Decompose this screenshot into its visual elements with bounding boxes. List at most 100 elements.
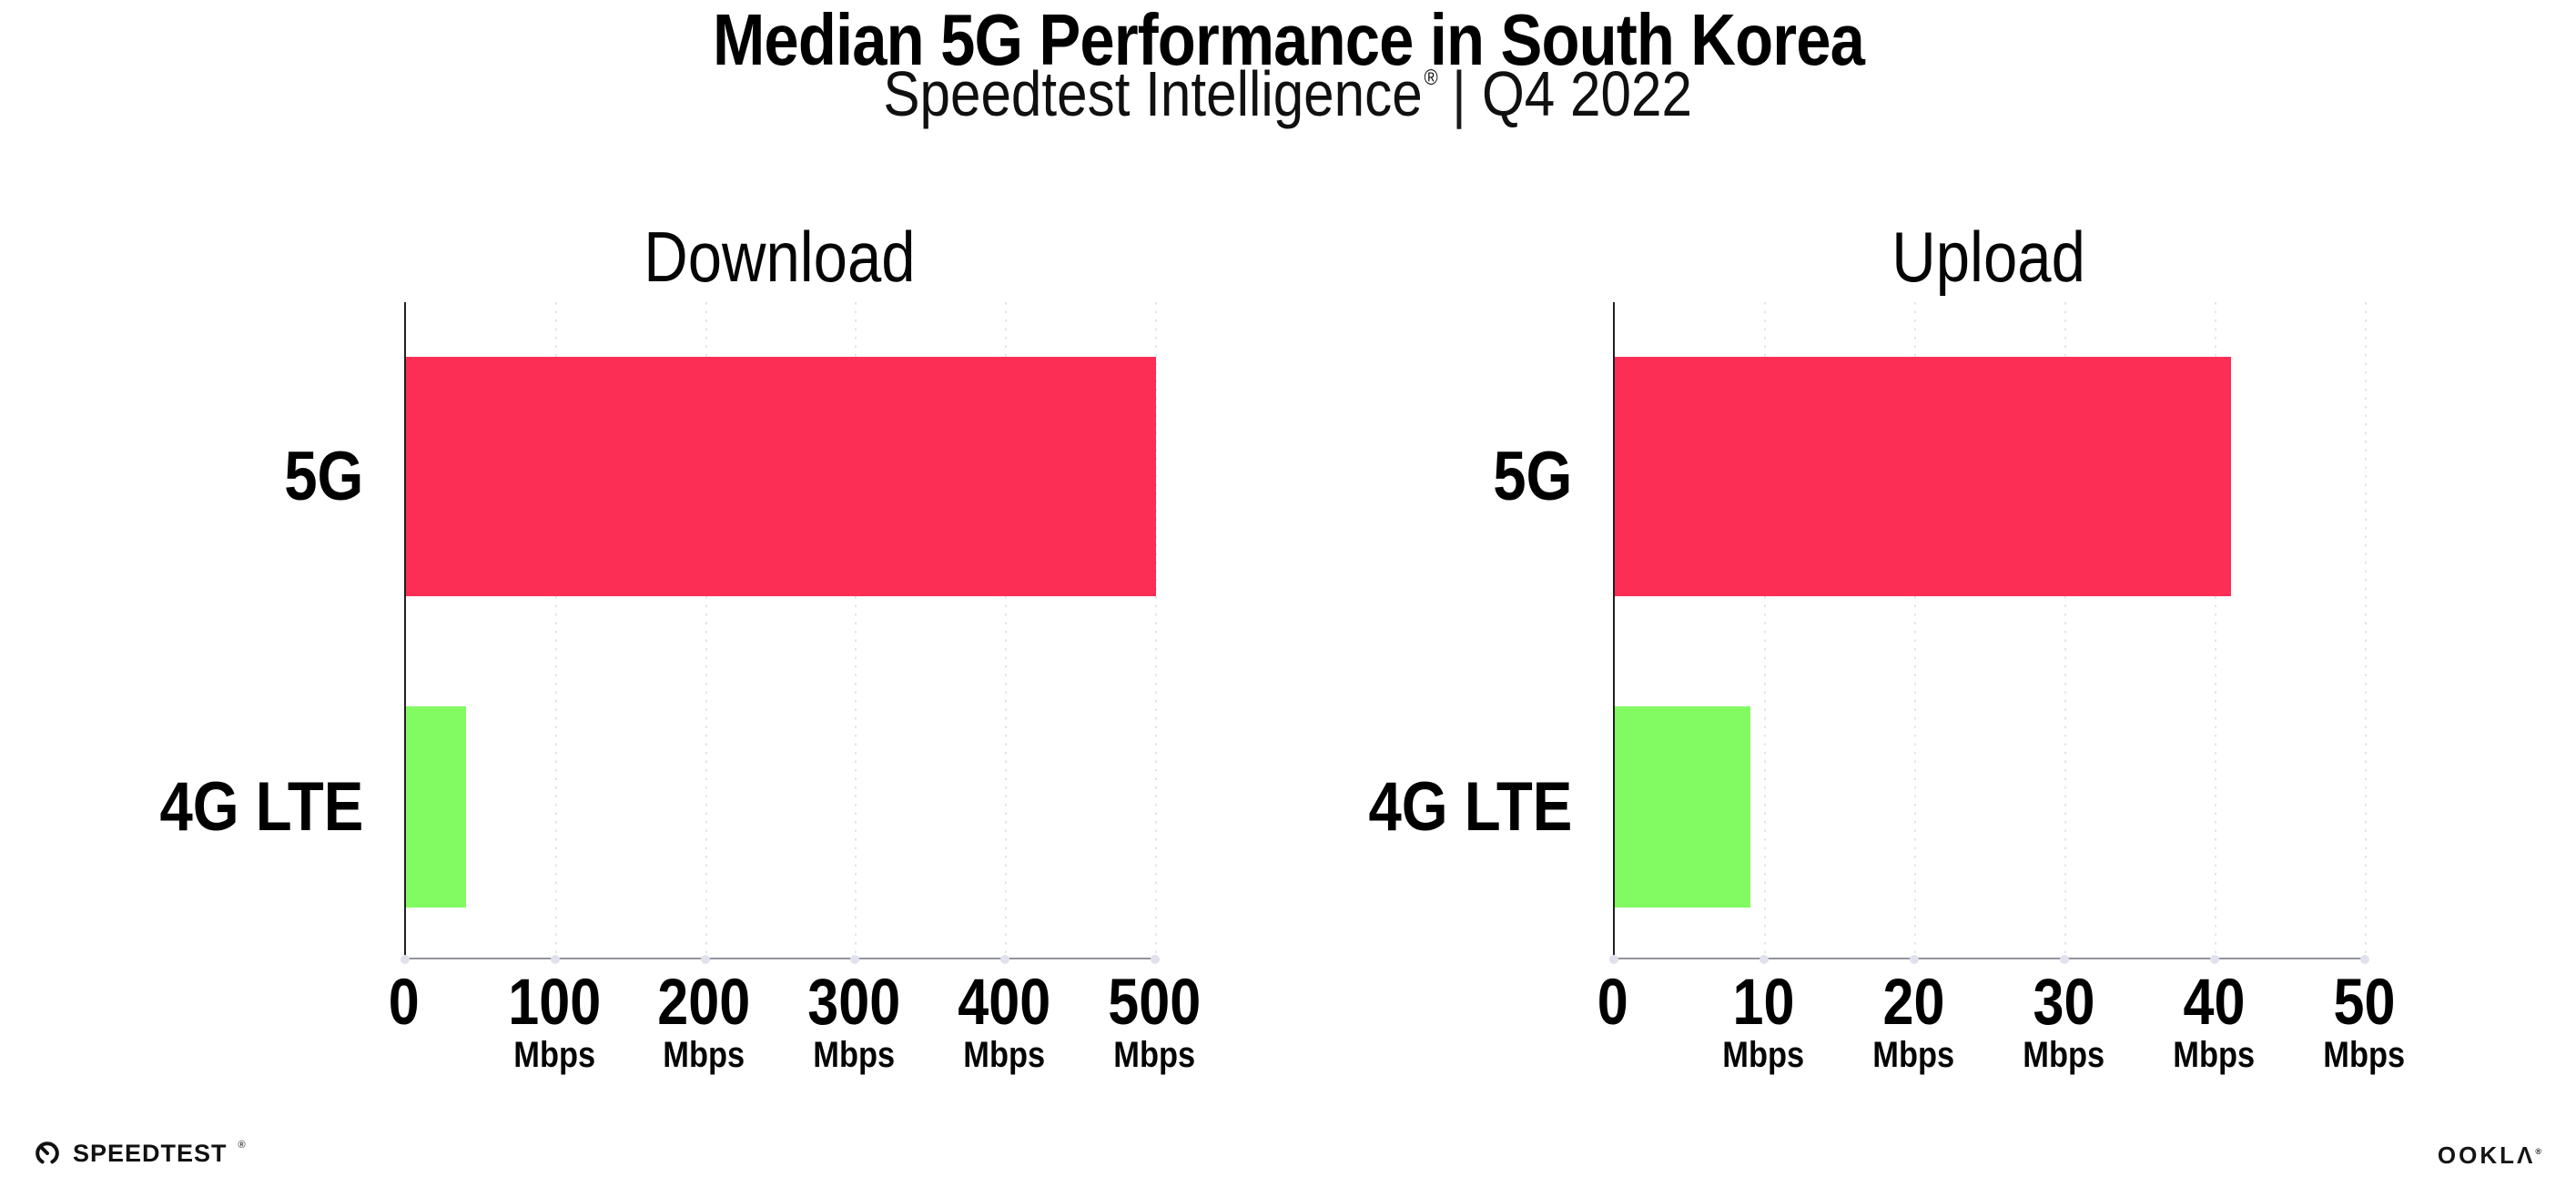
- speedometer-gauge-icon: [35, 1141, 59, 1164]
- x-tick-label-30: 30: [1973, 970, 2155, 1035]
- x-tick-value: 30: [2033, 967, 2094, 1039]
- x-tick-label-40: 40: [2123, 970, 2305, 1035]
- x-tick-label-400: 400: [913, 970, 1095, 1035]
- speedtest-logo: SPEEDTEST ®: [33, 1138, 246, 1169]
- bar-5g: [1615, 357, 2231, 596]
- axis-tick-dot-100: [550, 955, 560, 964]
- axis-tick-dot-10: [1760, 955, 1769, 964]
- x-tick-unit-300: Mbps: [763, 1036, 945, 1074]
- x-tick-unit-text: Mbps: [813, 1035, 896, 1075]
- subtitle-brand: Speedtest Intelligence: [883, 58, 1424, 129]
- x-tick-value: 500: [1108, 967, 1201, 1039]
- x-tick-label-10: 10: [1672, 970, 1854, 1035]
- x-tick-value: 20: [1882, 967, 1944, 1039]
- x-tick-unit-30: Mbps: [1973, 1036, 2155, 1074]
- bar-5g: [406, 357, 1156, 596]
- chart-title-text: Upload: [1891, 217, 2085, 297]
- chart-title-text: Download: [643, 217, 916, 297]
- x-tick-value: 10: [1732, 967, 1794, 1039]
- x-tick-unit-text: Mbps: [1113, 1035, 1195, 1075]
- ookla-registered-mark: ®: [2535, 1147, 2544, 1156]
- x-tick-label-50: 50: [2273, 970, 2455, 1035]
- page-subtitle: Speedtest Intelligence® | Q4 2022: [0, 56, 2576, 147]
- category-label-4g-lte: 4G LTE: [104, 767, 363, 846]
- subtitle-separator: |: [1452, 58, 1467, 129]
- x-tick-label-200: 200: [614, 970, 796, 1035]
- ookla-logo: OOKLΛ®: [2438, 1141, 2544, 1170]
- x-tick-value: 300: [807, 967, 901, 1039]
- x-tick-value: 50: [2333, 967, 2395, 1039]
- x-tick-label-20: 20: [1822, 970, 2004, 1035]
- category-label-text: 4G LTE: [1368, 767, 1572, 846]
- page-title: Median 5G Performance in South Korea: [0, 2, 2576, 78]
- category-label-5g: 5G: [104, 437, 363, 515]
- category-label-5g: 5G: [1313, 437, 1572, 515]
- gridline-10: [1764, 302, 1766, 958]
- axis-tick-dot-50: [2360, 955, 2369, 964]
- gridline-500: [1155, 302, 1157, 958]
- ookla-wordmark: OOKLΛ: [2437, 1141, 2536, 1169]
- axis-tick-dot-30: [2060, 955, 2069, 964]
- x-tick-unit-500: Mbps: [1063, 1036, 1245, 1074]
- gridline-400: [1005, 302, 1008, 958]
- category-label-text: 4G LTE: [159, 767, 363, 846]
- axis-tick-dot-200: [700, 955, 710, 964]
- x-tick-value: 400: [958, 967, 1051, 1039]
- gridline-50: [2365, 302, 2367, 958]
- x-tick-value: 0: [389, 967, 420, 1039]
- x-tick-unit-text: Mbps: [663, 1035, 745, 1075]
- x-tick-unit-400: Mbps: [913, 1036, 1095, 1074]
- x-tick-unit-50: Mbps: [2273, 1036, 2455, 1074]
- download-plot-area: [401, 302, 1160, 964]
- category-label-text: 5G: [283, 437, 363, 515]
- x-tick-unit-200: Mbps: [614, 1036, 796, 1074]
- x-tick-unit-text: Mbps: [1722, 1035, 1804, 1075]
- speedtest-registered-mark: ®: [238, 1140, 246, 1151]
- gridline-40: [2215, 302, 2216, 958]
- axis-tick-dot-20: [1910, 955, 1919, 964]
- download-chart: Download 5G 4G LTE 0 100 Mbps 200 Mbps 300 Mbps 40…: [104, 218, 1210, 1083]
- x-tick-unit-10: Mbps: [1672, 1036, 1854, 1074]
- x-tick-unit-text: Mbps: [963, 1035, 1046, 1075]
- x-tick-unit-text: Mbps: [1872, 1035, 1954, 1075]
- x-tick-unit-100: Mbps: [463, 1036, 645, 1074]
- x-tick-label-300: 300: [763, 970, 945, 1035]
- x-tick-value: 0: [1597, 967, 1628, 1039]
- axis-tick-dot-40: [2210, 955, 2219, 964]
- subtitle-period: Q4 2022: [1482, 58, 1693, 129]
- bar-4g-lte: [1615, 706, 1750, 908]
- x-tick-label-500: 500: [1063, 970, 1245, 1035]
- page-title-text: Median 5G Performance in South Korea: [712, 0, 1864, 80]
- category-label-4g-lte: 4G LTE: [1313, 767, 1572, 846]
- x-tick-unit-text: Mbps: [2173, 1035, 2255, 1075]
- registered-mark: ®: [1424, 66, 1439, 90]
- x-tick-unit-text: Mbps: [2323, 1035, 2405, 1075]
- gridline-20: [1914, 302, 1916, 958]
- x-tick-unit-20: Mbps: [1822, 1036, 2004, 1074]
- x-tick-label-0: 0: [313, 970, 495, 1035]
- category-label-text: 5G: [1492, 437, 1572, 515]
- upload-chart: Upload 5G 4G LTE 0 10 Mbps 20 Mbps 30 Mbps 40 Mbps 5…: [1313, 218, 2419, 1083]
- page-subtitle-text: Speedtest Intelligence® | Q4 2022: [884, 56, 1693, 147]
- download-chart-title: Download: [404, 218, 1154, 295]
- gridline-300: [855, 302, 857, 958]
- axis-tick-dot-0: [1609, 955, 1618, 964]
- x-tick-value: 40: [2183, 967, 2245, 1039]
- gridline-200: [705, 302, 707, 958]
- x-tick-label-100: 100: [463, 970, 645, 1035]
- axis-tick-dot-300: [850, 955, 860, 964]
- axis-tick-dot-500: [1151, 955, 1160, 964]
- x-tick-label-0: 0: [1522, 970, 1704, 1035]
- upload-chart-title: Upload: [1613, 218, 2364, 295]
- x-tick-value: 200: [657, 967, 751, 1039]
- axis-tick-dot-0: [401, 955, 410, 964]
- x-tick-value: 100: [507, 967, 601, 1039]
- x-tick-unit-text: Mbps: [512, 1035, 595, 1075]
- bar-4g-lte: [406, 706, 466, 908]
- axis-tick-dot-400: [1000, 955, 1010, 964]
- gridline-100: [554, 302, 557, 958]
- x-tick-unit-text: Mbps: [2023, 1035, 2104, 1075]
- upload-plot-area: [1609, 302, 2369, 964]
- gridline-30: [2064, 302, 2066, 958]
